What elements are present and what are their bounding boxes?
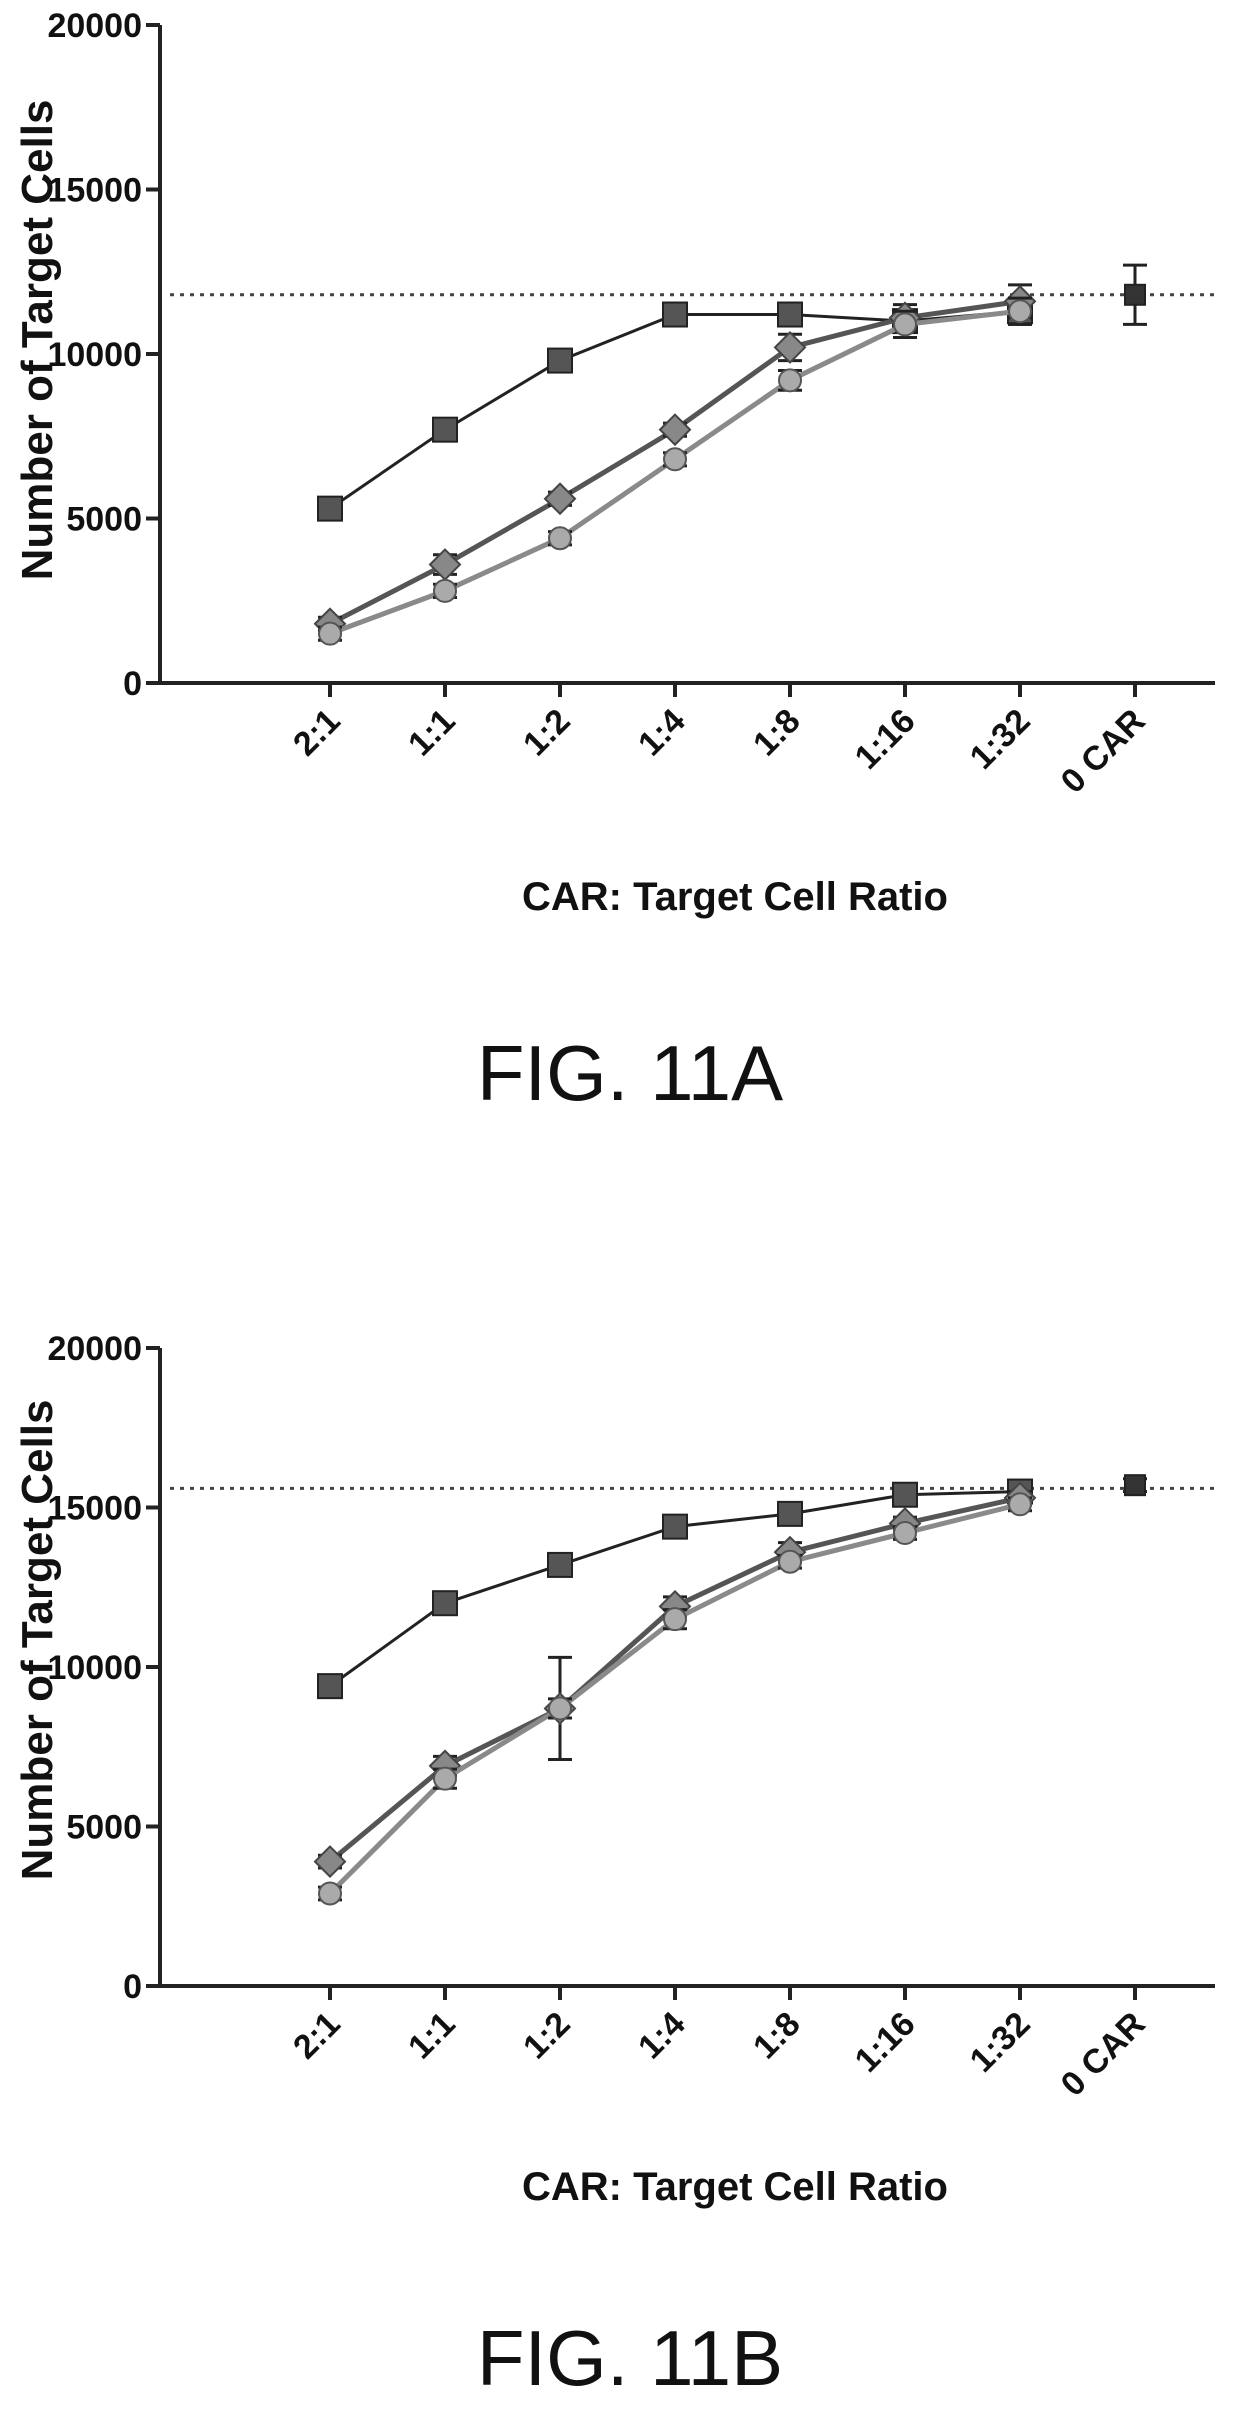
y-tick-label: 5000 [66,1809,142,1847]
y-axis-label: Number of Target Cells [13,100,62,581]
y-tick-label: 20000 [47,1330,142,1368]
data-point [663,447,687,472]
x-tick-label: 1:1 [401,702,463,764]
data-point [318,621,342,646]
series-3-line [328,1501,1021,1896]
data-point [432,416,458,443]
data-point [433,578,457,603]
data-point [778,1549,802,1574]
figure-caption: FIG. 11A [477,1029,783,1117]
x-tick-label: 1:2 [516,702,578,764]
plot-area: 0 5000 10000 15000 20000 2:1 1:1 1:2 1:4 1:8 1:16 1… [47,7,1215,801]
y-tick-label: 0 [123,1968,142,2006]
x-tick-label: 1:32 [963,702,1038,777]
data-point [777,1500,803,1527]
series-1-line [329,309,1021,510]
y-axis-label: Number of Target Cells [13,1400,62,1881]
data-point [543,482,577,516]
x-axis-label: CAR: Target Cell Ratio [522,875,948,919]
x-tick-label: 1:8 [746,702,808,764]
data-point [663,1607,687,1632]
data-point [547,1551,573,1578]
x-tick-label: 1:16 [848,702,923,777]
data-point [548,1696,572,1721]
data-point [548,526,572,551]
data-point [658,413,692,447]
data-point [662,301,688,328]
plot-area: 0 5000 10000 15000 20000 2:1 1:1 1:2 1:4 1:8 1:16 1… [47,1330,1215,2104]
x-axis-label: CAR: Target Cell Ratio [522,2165,948,2209]
x-tick-label: 1:1 [401,2005,463,2067]
y-tick-label: 15000 [47,172,142,210]
x-tick-label: 1:8 [746,2005,808,2067]
y-tick-label: 20000 [47,7,142,45]
data-point [1124,1474,1146,1497]
data-point [433,1766,457,1791]
figure-11b: 0 5000 10000 15000 20000 2:1 1:1 1:2 1:4 1:8 1:16 1… [0,1250,1235,2410]
data-point [777,301,803,328]
data-point [662,1513,688,1540]
data-point [778,368,802,393]
data-point [317,1673,343,1700]
chart-11b: 0 5000 10000 15000 20000 2:1 1:1 1:2 1:4 1:8 1:16 1… [13,1330,1215,2402]
x-tick-label: 0 CAR [1054,2005,1153,2104]
x-tick-label: 1:32 [963,2005,1038,2080]
y-tick-label: 15000 [47,1490,142,1528]
x-tick-label: 1:16 [848,2005,923,2080]
y-tick-label: 10000 [47,1649,142,1687]
series-2-line [328,1495,1021,1864]
y-tick-label: 0 [123,665,142,703]
data-point [1008,299,1032,324]
figure-caption: FIG. 11B [477,2314,783,2402]
y-tick-label: 10000 [47,336,142,374]
data-point [547,347,573,374]
x-tick-label: 0 CAR [1054,702,1153,801]
data-point [313,1845,347,1879]
data-point [892,1481,918,1508]
x-tick-label: 1:2 [516,2005,578,2067]
figure-11a: 0 5000 10000 15000 20000 2:1 1:1 1:2 1:4 1:8 1:16 1… [0,0,1235,1190]
data-point [318,1881,342,1906]
x-tick-label: 2:1 [286,2005,348,2067]
x-tick-label: 1:4 [631,702,693,764]
data-point [893,312,917,337]
data-point [317,495,343,522]
data-point [893,1521,917,1546]
x-tick-label: 1:4 [631,2005,693,2067]
data-point [1008,1492,1032,1517]
x-tick-label: 2:1 [286,702,348,764]
data-point [1124,283,1146,306]
data-point [432,1590,458,1617]
chart-11a: 0 5000 10000 15000 20000 2:1 1:1 1:2 1:4 1:8 1:16 1… [13,7,1215,1117]
data-point [773,331,807,364]
y-tick-label: 5000 [66,501,142,539]
